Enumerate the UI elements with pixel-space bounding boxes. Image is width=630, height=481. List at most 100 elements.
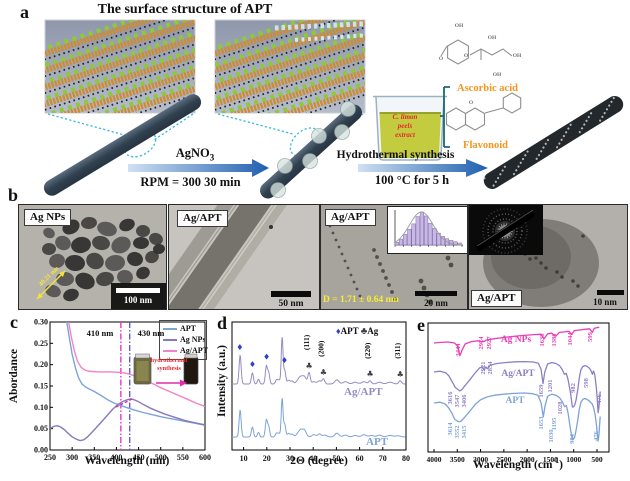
agapt-legend-label: Ag/APT bbox=[180, 346, 208, 355]
flavonoid-ring-b bbox=[464, 107, 486, 131]
tick-label: 80 bbox=[402, 454, 410, 463]
tick-label: 0.15 bbox=[34, 382, 48, 391]
nanoparticle-blob bbox=[136, 224, 150, 238]
tem2-scale-text: 50 nm bbox=[278, 299, 304, 309]
vial-before-liquid bbox=[136, 361, 149, 381]
vial-cap bbox=[184, 353, 198, 359]
tick-label: 60 bbox=[356, 454, 364, 463]
ag-nanodot bbox=[555, 270, 559, 274]
nanoparticle-blob bbox=[119, 218, 135, 232]
tick-label: 40 bbox=[309, 454, 317, 463]
tick-label: 3614 bbox=[447, 422, 454, 436]
panel-a-title: The surface structure of APT bbox=[97, 2, 273, 17]
flavonoid-ring-a bbox=[445, 107, 467, 131]
inset-arrowhead bbox=[180, 379, 187, 387]
uv-series-group bbox=[50, 322, 205, 442]
ag-nanodot bbox=[346, 266, 350, 270]
tick-label: 1653 bbox=[538, 416, 545, 430]
tick-label: 598 bbox=[583, 377, 590, 388]
plot-border bbox=[231, 321, 407, 451]
hist-fit-curve bbox=[394, 211, 462, 246]
vial-inset bbox=[115, 353, 199, 408]
nanoparticle-blob bbox=[127, 251, 143, 267]
nanoparticle-blob bbox=[133, 236, 149, 250]
tick-label: 3406 bbox=[461, 394, 468, 408]
vial-inset-text: hydrothermal synthesis bbox=[148, 357, 190, 373]
ag-nanodot bbox=[372, 248, 376, 252]
tick-label: 2854 bbox=[487, 361, 494, 375]
tick-label: ♣ bbox=[320, 368, 327, 377]
tick-label: 2000 bbox=[520, 455, 535, 464]
ag-nanodot bbox=[560, 275, 564, 279]
panel-a-schematic: OH OH OH OH O O O bbox=[43, 19, 624, 199]
ag-nanodot bbox=[544, 266, 548, 270]
nanoparticle-blob bbox=[42, 242, 56, 256]
tem4-label: Ag/APT bbox=[471, 290, 522, 307]
ag-nanodot bbox=[421, 285, 427, 291]
ag-nanodot bbox=[355, 287, 359, 291]
adsorbed-ion-sphere bbox=[311, 128, 327, 144]
ag-nanodot bbox=[378, 262, 382, 266]
hist-bar bbox=[407, 228, 412, 246]
plot-border bbox=[427, 322, 610, 453]
nanoparticle-blob bbox=[75, 272, 95, 290]
tick-label: 2921 bbox=[480, 362, 487, 375]
nanoparticle-blob bbox=[65, 254, 85, 272]
tick-label: 2927 bbox=[486, 336, 493, 350]
uvvis-plot: 250 300 350 400 450 500 550 600 0.00 0.05 0.10 0.15… bbox=[34, 318, 211, 463]
panel-a-letter: a bbox=[20, 2, 29, 22]
hydrothermal-label: Hydrothermal synthesis bbox=[336, 149, 455, 161]
apt-legend-label: APT bbox=[180, 324, 196, 333]
xrd-plot: 10 20 30 40 50 60 70 80 ♦ ♦ ♦ ♦ ♣ (111) ♣ (200) ♣ (220) ♣ (… bbox=[231, 321, 410, 463]
beaker-line-1: C. limon bbox=[392, 113, 418, 121]
ag-apt-xrd-trace bbox=[232, 337, 406, 385]
tick-label: OH bbox=[455, 23, 464, 29]
ag-nanodot bbox=[448, 262, 454, 268]
dark-dot bbox=[269, 225, 273, 229]
panel-b-letter: b bbox=[8, 185, 19, 205]
bracket bbox=[440, 86, 450, 148]
beaker-line-3: extract bbox=[395, 131, 415, 139]
xrd-ylabel: Intensity (a.u.) bbox=[216, 345, 228, 417]
apt-xrd-trace bbox=[232, 398, 406, 438]
ag-nanodot bbox=[445, 255, 451, 261]
tick-label: 20 bbox=[263, 454, 271, 463]
tick-label: 3500 bbox=[450, 455, 465, 464]
panel-d-letter: d bbox=[217, 313, 228, 333]
beaker-liquid bbox=[379, 113, 441, 158]
hist-bar bbox=[411, 223, 416, 246]
tick-label: (311) bbox=[393, 342, 402, 358]
inset-line-2: synthesis bbox=[157, 365, 181, 372]
nanoparticle-blob bbox=[136, 266, 150, 280]
tick-label: 500 bbox=[155, 453, 167, 462]
tick-label: 1195 bbox=[551, 417, 558, 430]
reagent-main: AgNO bbox=[175, 146, 210, 160]
tick-label: O bbox=[464, 53, 469, 59]
ag-nanodot bbox=[352, 280, 356, 284]
agnps-legend-line bbox=[163, 339, 177, 342]
nanoparticle-blob bbox=[43, 227, 55, 239]
tick-label: 10 bbox=[240, 454, 248, 463]
reagent-sub: 3 bbox=[209, 152, 215, 163]
apt-diamond-marker: ♦ bbox=[336, 326, 341, 336]
ag-nps-curve bbox=[50, 398, 205, 442]
hist-bar bbox=[424, 215, 429, 246]
ag-nanodot bbox=[427, 299, 433, 305]
ascorbic-ring bbox=[447, 39, 469, 65]
tick-label: 3000 bbox=[473, 455, 488, 464]
tick-label: OH bbox=[488, 35, 497, 41]
nanoparticle-blob bbox=[86, 252, 104, 270]
nanoparticle-blob bbox=[63, 288, 79, 302]
tick-label: 3444 bbox=[455, 343, 462, 357]
tick-label: 1030 bbox=[548, 430, 555, 443]
tick-label: 1638 bbox=[539, 333, 546, 347]
tick-label: 1044 bbox=[567, 332, 574, 346]
tem2-micrograph bbox=[169, 205, 319, 309]
ag-apt-ftir-trace bbox=[433, 360, 601, 414]
beam-stop bbox=[475, 210, 535, 252]
tick-label: O bbox=[469, 100, 474, 106]
tick-label: 4000 bbox=[427, 455, 442, 464]
nanoparticle-blob bbox=[149, 232, 163, 246]
tick-label: 400 bbox=[110, 453, 122, 462]
tick-label: 0.10 bbox=[34, 403, 48, 412]
